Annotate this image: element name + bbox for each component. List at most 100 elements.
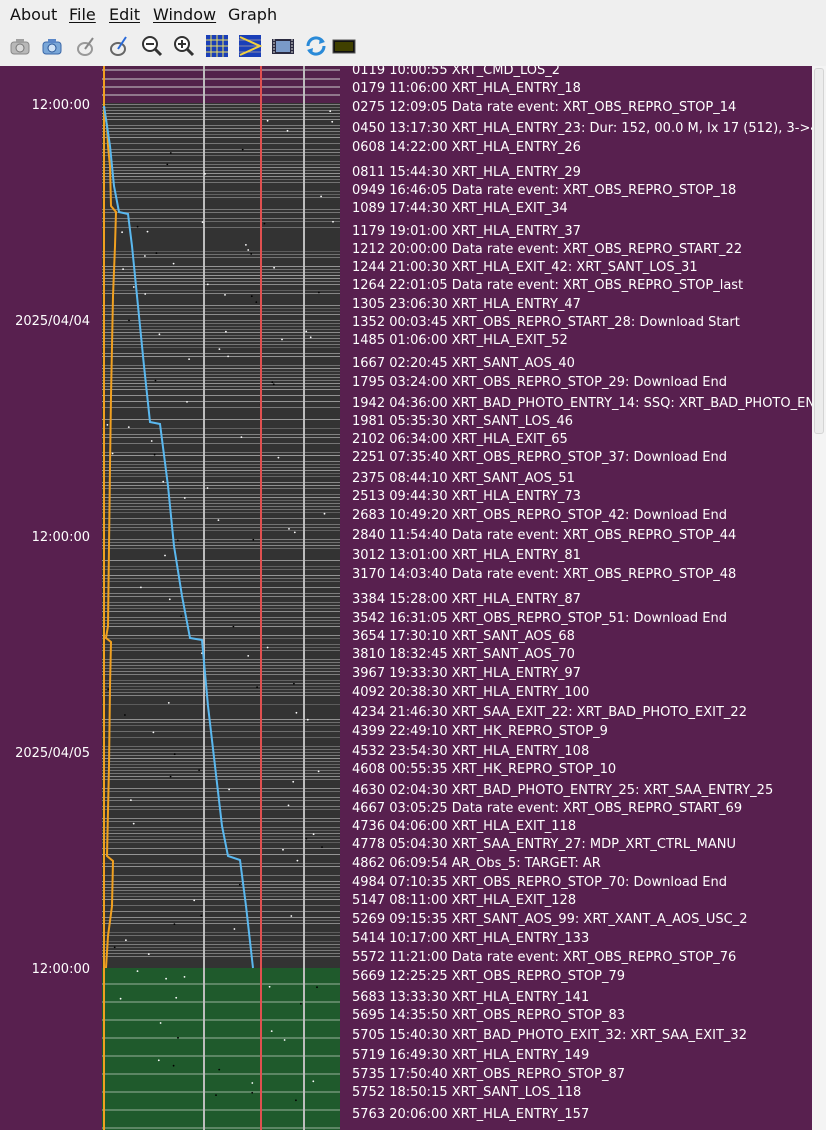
event-item[interactable]: 3384 15:28:00 XRT_HLA_ENTRY_87 [352,592,581,607]
event-item[interactable]: 4532 23:54:30 XRT_HLA_ENTRY_108 [352,744,590,759]
event-item[interactable]: 4984 07:10:35 XRT_OBS_REPRO_STOP_70: Dow… [352,875,727,890]
event-item[interactable]: 2513 09:44:30 XRT_HLA_ENTRY_73 [352,489,581,504]
camera-grey-icon[interactable] [8,34,32,58]
event-item[interactable]: 5763 20:06:00 XRT_HLA_ENTRY_157 [352,1107,590,1122]
event-item[interactable]: 1305 23:06:30 XRT_HLA_ENTRY_47 [352,297,581,312]
data-dot [144,255,146,257]
event-item[interactable]: 2102 06:34:00 XRT_HLA_EXIT_65 [352,432,568,447]
event-item[interactable]: 1264 22:01:05 Data rate event: XRT_OBS_R… [352,278,744,293]
event-item[interactable]: 1352 00:03:45 XRT_OBS_REPRO_START_28: Do… [352,315,740,330]
data-dot [152,731,155,734]
event-item[interactable]: 3170 14:03:40 Data rate event: XRT_OBS_R… [352,567,737,582]
event-item[interactable]: 3967 19:33:30 XRT_HLA_ENTRY_97 [352,666,581,681]
data-dot [312,833,315,836]
data-dot [155,252,158,255]
event-item[interactable]: 5683 13:33:30 XRT_HLA_ENTRY_141 [352,990,590,1005]
data-dot [204,173,206,175]
data-dot [206,283,209,286]
event-item[interactable]: 2840 11:54:40 Data rate event: XRT_OBS_R… [352,528,737,543]
monitor-icon[interactable] [332,34,356,58]
pointer-grey-icon[interactable] [73,34,97,58]
event-item[interactable]: 1212 20:00:00 Data rate event: XRT_OBS_R… [352,242,743,257]
data-dot [159,1022,162,1024]
film-icon[interactable] [271,34,295,58]
event-item[interactable]: 1244 21:00:30 XRT_HLA_EXIT_42: XRT_SANT_… [352,260,698,275]
event-item[interactable]: 3542 16:31:05 XRT_OBS_REPRO_STOP_51: Dow… [352,611,727,626]
event-item[interactable]: 1942 04:36:00 XRT_BAD_PHOTO_ENTRY_14: SS… [352,396,812,411]
grid-icon[interactable] [205,34,229,58]
event-item[interactable]: 0119 10:00:55 XRT_CMD_LOS_2 [352,66,561,78]
event-item[interactable]: 5719 16:49:30 XRT_HLA_ENTRY_149 [352,1048,590,1063]
menu-file[interactable]: File [69,5,96,24]
data-dot [150,440,153,442]
menu-edit[interactable]: Edit [109,5,140,24]
event-item[interactable]: 1179 19:01:00 XRT_HLA_ENTRY_37 [352,224,581,239]
event-item[interactable]: 5269 09:15:35 XRT_SANT_AOS_99: XRT_XANT_… [352,912,748,927]
data-dot [251,1082,254,1084]
event-item[interactable]: 0275 12:09:05 Data rate event: XRT_OBS_R… [352,100,737,115]
event-item[interactable]: 4667 03:05:25 Data rate event: XRT_OBS_R… [352,801,743,816]
data-dot [250,295,253,298]
data-dot [188,358,190,360]
event-item[interactable]: 5705 15:40:30 XRT_BAD_PHOTO_EXIT_32: XRT… [352,1028,747,1043]
camera-blue-icon[interactable] [40,34,64,58]
event-item[interactable]: 4778 05:04:30 XRT_SAA_ENTRY_27: MDP_XRT_… [352,837,737,852]
menu-graph[interactable]: Graph [228,5,278,24]
event-item[interactable]: 4399 22:49:10 XRT_HK_REPRO_STOP_9 [352,724,608,739]
data-dot [218,348,221,350]
data-dot [162,480,165,483]
event-item[interactable]: 5669 12:25:25 XRT_OBS_REPRO_STOP_79 [352,969,625,984]
timeline-view: 12:00:00 2025/04/04 12:00:00 2025/04/05 12:0… [0,66,826,1130]
event-item[interactable]: 1667 02:20:45 XRT_SANT_AOS_40 [352,356,575,371]
event-item[interactable]: 4736 04:06:00 XRT_HLA_EXIT_118 [352,819,577,834]
event-item[interactable]: 3012 13:01:00 XRT_HLA_ENTRY_81 [352,548,581,563]
event-item[interactable]: 1089 17:44:30 XRT_HLA_EXIT_34 [352,201,568,216]
event-item[interactable]: 3654 17:30:10 XRT_SANT_AOS_68 [352,629,575,644]
data-dot [286,129,289,132]
data-dot [240,436,243,438]
event-item[interactable]: 2683 10:49:20 XRT_OBS_REPRO_STOP_42: Dow… [352,508,727,523]
event-item[interactable]: 4234 21:46:30 XRT_SAA_EXIT_22: XRT_BAD_P… [352,705,747,720]
menu-bar: About File Edit Window Graph [0,0,826,28]
data-dot [287,804,290,807]
event-item[interactable]: 0949 16:46:05 Data rate event: XRT_OBS_R… [352,183,737,198]
vertical-scrollbar[interactable] [812,66,826,1130]
zoom-in-icon[interactable] [172,34,196,58]
menu-window[interactable]: Window [153,5,217,24]
data-dot [217,519,220,521]
refresh-icon[interactable] [304,34,328,58]
event-item[interactable]: 4862 06:09:54 AR_Obs_5: TARGET: AR [352,856,601,871]
event-item[interactable]: 4092 20:38:30 XRT_HLA_ENTRY_100 [352,685,590,700]
zoom-out-icon[interactable] [140,34,164,58]
event-item[interactable]: 4608 00:55:35 XRT_HK_REPRO_STOP_10 [352,762,617,777]
event-item[interactable]: 1795 03:24:00 XRT_OBS_REPRO_STOP_29: Dow… [352,375,727,390]
data-dot [266,119,269,122]
event-item[interactable]: 2375 08:44:10 XRT_SANT_AOS_51 [352,471,575,486]
event-item[interactable]: 2251 07:35:40 XRT_OBS_REPRO_STOP_37: Dow… [352,450,727,465]
event-item[interactable]: 1485 01:06:00 XRT_HLA_EXIT_52 [352,333,568,348]
menu-about[interactable]: About [10,5,58,24]
data-dot [206,487,209,489]
pointer-blue-icon[interactable] [106,34,130,58]
zigzag-grid-icon[interactable] [238,34,263,58]
data-dot [309,336,312,339]
data-dot [283,1039,286,1041]
data-dot [329,110,332,113]
event-item[interactable]: 4630 02:04:30 XRT_BAD_PHOTO_ENTRY_25: XR… [352,783,774,798]
scrollbar-thumb[interactable] [814,68,824,434]
event-item[interactable]: 0179 11:06:00 XRT_HLA_ENTRY_18 [352,81,581,96]
event-item[interactable]: 5695 14:35:50 XRT_OBS_REPRO_STOP_83 [352,1008,625,1023]
event-item[interactable]: 3810 18:32:45 XRT_SANT_AOS_70 [352,647,575,662]
event-item[interactable]: 5414 10:17:00 XRT_HLA_ENTRY_133 [352,931,590,946]
event-item[interactable]: 0450 13:17:30 XRT_HLA_ENTRY_23: Dur: 152… [352,121,812,136]
data-dot [200,914,203,917]
event-item[interactable]: 0608 14:22:00 XRT_HLA_ENTRY_26 [352,140,581,155]
event-item[interactable]: 5735 17:50:40 XRT_OBS_REPRO_STOP_87 [352,1067,625,1082]
event-item[interactable]: 1981 05:35:30 XRT_SANT_LOS_46 [352,414,574,429]
timeline-plot[interactable] [102,66,340,1130]
event-item[interactable]: 0811 15:44:30 XRT_HLA_ENTRY_29 [352,165,581,180]
data-dot [300,1002,302,1005]
event-item[interactable]: 5752 18:50:15 XRT_SANT_LOS_118 [352,1085,582,1100]
event-item[interactable]: 5147 08:11:00 XRT_HLA_EXIT_128 [352,893,577,908]
event-item[interactable]: 5572 11:21:00 Data rate event: XRT_OBS_R… [352,950,737,965]
